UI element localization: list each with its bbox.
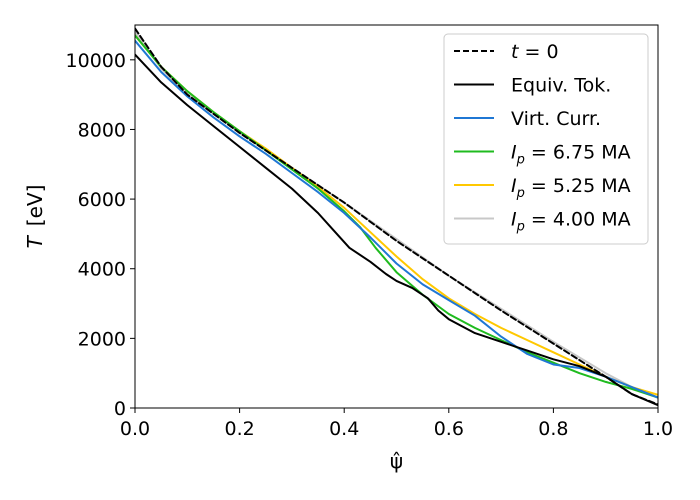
y-axis-label-unit: [eV] xyxy=(23,185,47,227)
x-tick-label: 0.0 xyxy=(120,418,150,440)
legend-label-3: Ip = 6.75 MA xyxy=(511,142,631,168)
legend: t = 0 Equiv. Tok. Virt. Curr. Ip = 6.75 MA I… xyxy=(443,33,649,245)
y-tick-label: 4000 xyxy=(78,259,126,281)
y-tick-label: 0 xyxy=(114,398,126,420)
x-tick-label: 1.0 xyxy=(643,418,673,440)
series-lines xyxy=(135,27,658,407)
y-tick-label: 2000 xyxy=(78,328,126,350)
legend-box xyxy=(443,33,649,245)
x-tick-label: 0.2 xyxy=(224,418,254,440)
series-line-1 xyxy=(135,53,658,407)
axis-ticks: 0.0 0.2 0.4 0.6 0.8 1.0 0 2000 4000 6000 8000 10000 xyxy=(66,50,674,440)
y-tick-label: 6000 xyxy=(78,189,126,211)
series-line-3 xyxy=(135,34,658,399)
x-tick-label: 0.6 xyxy=(434,418,464,440)
x-tick-label: 0.4 xyxy=(329,418,359,440)
legend-label-4: Ip = 5.25 MA xyxy=(511,175,631,201)
legend-label-0: t = 0 xyxy=(511,41,559,63)
legend-label-1: Equiv. Tok. xyxy=(511,75,611,97)
x-tick-label: 0.8 xyxy=(538,418,568,440)
series-line-0 xyxy=(135,27,658,406)
x-axis-label: ψ̂ xyxy=(390,449,403,473)
plot-frame xyxy=(134,24,659,409)
series-line-2 xyxy=(135,39,658,399)
legend-label-2: Virt. Curr. xyxy=(511,108,601,130)
y-axis-label-symbol: T xyxy=(23,234,47,248)
y-axis-label: T [eV] xyxy=(23,185,47,249)
y-tick-label: 10000 xyxy=(66,50,126,72)
legend-label-5: Ip = 4.00 MA xyxy=(511,209,631,235)
y-tick-label: 8000 xyxy=(78,119,126,141)
